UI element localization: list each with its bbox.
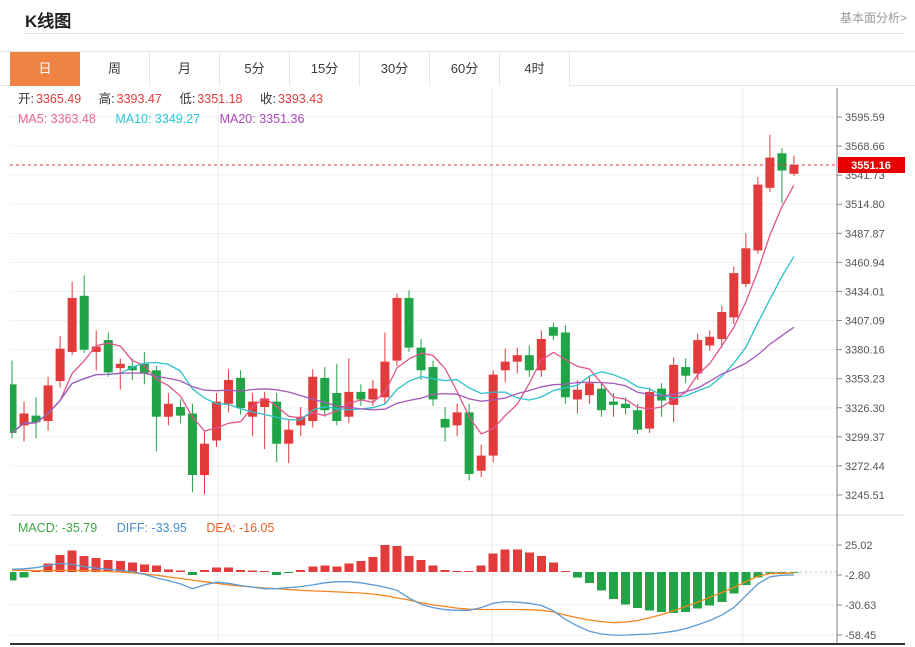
price-axis-label: 3541.73 [845, 170, 885, 182]
macd-axis-label: -2.80 [845, 570, 870, 582]
price-axis: 3595.59 3568.66 3541.73 3514.80 3487.87 3460.… [836, 88, 885, 644]
price-axis-label: 3326.30 [845, 403, 885, 415]
tab-15分[interactable]: 15分 [290, 52, 360, 86]
ma10-line [11, 256, 795, 434]
price-axis-label: 3487.87 [845, 228, 885, 240]
ma20-line [11, 326, 795, 434]
page-title: K线图 [25, 12, 72, 31]
interval-tabstrip: 日周月 5分 15分 30分 60分 4时 [0, 51, 915, 86]
price-axis-label: 3568.66 [845, 141, 885, 153]
chart-bottom-border [10, 643, 905, 645]
kline-chart-area[interactable]: 3595.59 3568.66 3541.73 3514.80 3487.87 3460.… [10, 88, 905, 647]
price-axis-label: 3299.37 [845, 432, 885, 444]
current-price-tag-text: 3551.16 [851, 160, 891, 172]
kline-chart-canvas[interactable]: 3595.59 3568.66 3541.73 3514.80 3487.87 3460.… [10, 88, 905, 647]
tab-日[interactable]: 日 [10, 52, 80, 86]
price-axis-label: 3514.80 [845, 199, 885, 211]
price-axis-label: 3434.01 [845, 286, 885, 298]
ma5-line [11, 184, 795, 435]
tab-60分[interactable]: 60分 [430, 52, 500, 86]
price-axis-label: 3353.23 [845, 374, 885, 386]
interval-tabs: 日周月 5分 15分 30分 60分 4时 [10, 52, 570, 86]
macd-axis-label: -30.63 [845, 600, 876, 612]
price-axis-label: 3407.09 [845, 316, 885, 328]
tab-月[interactable]: 月 [150, 52, 220, 86]
price-axis-label: 3460.94 [845, 257, 885, 269]
price-axis-label: 3595.59 [845, 112, 885, 124]
tab-30分[interactable]: 30分 [360, 52, 430, 86]
current-price-tag: 3551.16 [838, 156, 905, 173]
title-divider [24, 33, 905, 34]
tab-4时[interactable]: 4时 [500, 52, 570, 86]
candlestick-series [10, 134, 799, 495]
fundamental-analysis-link[interactable]: 基本面分析> [839, 11, 907, 25]
diff-line [11, 562, 794, 636]
macd-axis-label: -58.45 [845, 630, 876, 642]
tab-5分[interactable]: 5分 [220, 52, 290, 86]
grid-lines [10, 88, 905, 644]
macd-histogram [10, 545, 799, 613]
tab-周[interactable]: 周 [80, 52, 150, 86]
price-axis-label: 3245.51 [845, 490, 885, 502]
price-axis-label: 3272.44 [845, 461, 885, 473]
price-axis-label: 3380.16 [845, 345, 885, 357]
macd-axis-label: 25.02 [845, 540, 873, 552]
